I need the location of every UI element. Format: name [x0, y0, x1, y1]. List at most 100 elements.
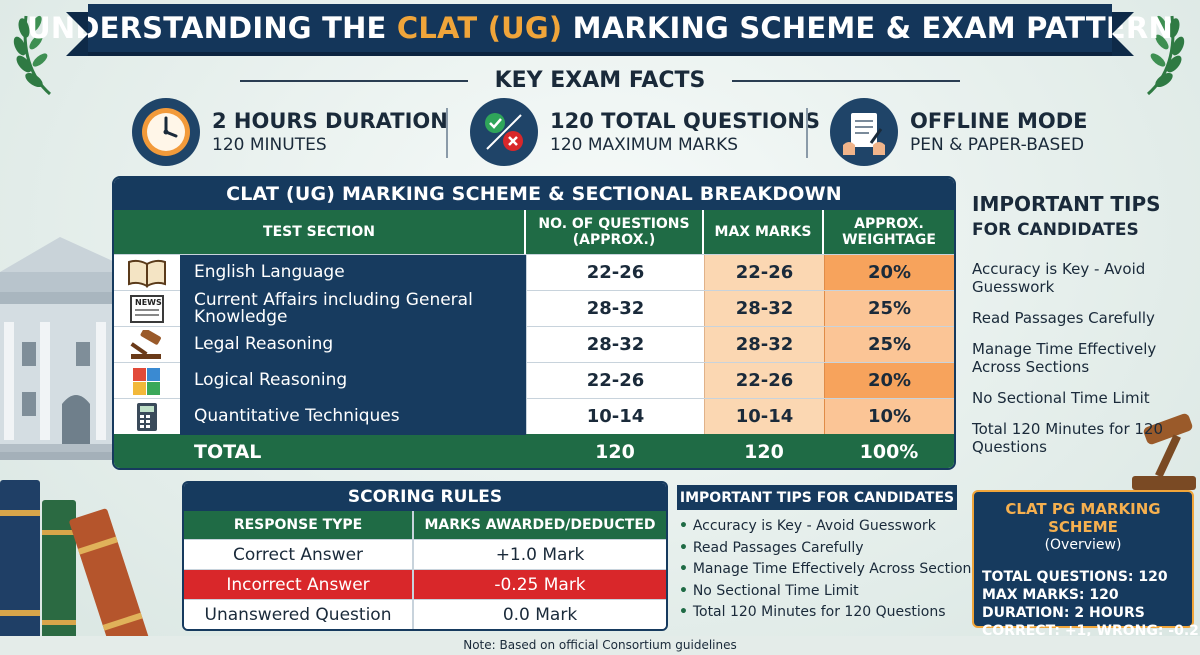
- response-type: Incorrect Answer: [184, 570, 414, 599]
- pg-marking-scheme-box: CLAT PG MARKING SCHEME (Overview) TOTAL …: [972, 490, 1200, 639]
- tip-item: Accuracy is Key - Avoid Guesswork: [972, 260, 1146, 296]
- questions-cell: 10-14: [526, 399, 704, 434]
- pg-item: MAX MARKS: 120: [982, 587, 1119, 603]
- marks-value: +1.0 Mark: [495, 544, 585, 565]
- paper-pen-icon: [830, 98, 898, 166]
- fact-mode-sub: PEN & PAPER-BASED: [910, 135, 1085, 155]
- response-type: Unanswered Question: [184, 600, 414, 629]
- header-questions: NO. OF QUESTIONS (APPROX.): [526, 210, 704, 254]
- marks-cell: 28-32: [704, 291, 824, 326]
- puzzle-icon: [114, 363, 180, 399]
- fact-mode: OFFLINE MODE PEN & PAPER-BASED: [830, 98, 1088, 166]
- tips-right-heading: IMPORTANT TIPS FOR CANDIDATES: [972, 192, 1161, 240]
- newspaper-icon: NEWS: [114, 291, 180, 327]
- section-name: Quantitative Techniques: [180, 398, 526, 435]
- tip-item: Read Passages Carefully: [972, 309, 1155, 327]
- table-row: English Language 22-26 22-26 20%: [114, 254, 954, 291]
- pg-item: TOTAL QUESTIONS: 120: [982, 569, 1168, 585]
- tip-item: Manage Time Effectively Across Sections: [679, 559, 979, 581]
- marks-cell: 10-14: [704, 399, 824, 434]
- pg-subtitle: (Overview): [1044, 537, 1122, 553]
- clock-icon: [132, 98, 200, 166]
- section-name: English Language: [180, 254, 526, 291]
- tip-item: Manage Time Effectively Across Sections: [972, 340, 1157, 376]
- questions-cell: 22-26: [526, 363, 704, 398]
- key-facts-heading: KEY EXAM FACTS: [494, 68, 706, 93]
- questions-cell: 28-32: [526, 327, 704, 362]
- fact-separator: [806, 108, 808, 158]
- weightage-cell: 20%: [824, 255, 954, 290]
- marks-cell: 22-26: [704, 255, 824, 290]
- header-response-type: RESPONSE TYPE: [184, 511, 414, 539]
- header-section: TEST SECTION: [114, 210, 526, 254]
- weightage-cell: 20%: [824, 363, 954, 398]
- marking-scheme-table: CLAT (UG) MARKING SCHEME & SECTIONAL BRE…: [112, 176, 956, 470]
- scoring-row-correct: Correct Answer +1.0 Mark: [184, 539, 666, 569]
- calculator-icon: [114, 399, 180, 435]
- pg-item: DURATION: 2 HOURS: [982, 605, 1145, 621]
- gavel-icon: [114, 327, 180, 363]
- table-total-row: TOTAL 120 120 100%: [114, 434, 954, 468]
- scoring-row-incorrect: Incorrect Answer -0.25 Mark: [184, 569, 666, 599]
- title-highlight: CLAT (UG): [396, 11, 563, 45]
- marks-value: 0.0 Mark: [502, 604, 578, 625]
- header-marks: MAX MARKS: [704, 210, 824, 254]
- section-name: Current Affairs including General Knowle…: [180, 290, 526, 327]
- total-weightage: 100%: [859, 441, 919, 463]
- table-row: NEWS Current Affairs including General K…: [114, 290, 954, 327]
- section-name: Legal Reasoning: [180, 326, 526, 363]
- pg-title: CLAT PG MARKING SCHEME: [1005, 500, 1161, 536]
- weightage-cell: 25%: [824, 291, 954, 326]
- fact-questions-main: 120 TOTAL QUESTIONS: [550, 109, 821, 133]
- tip-item: Total 120 Minutes for 120 Questions: [972, 420, 1164, 456]
- header-marks-awarded: MARKS AWARDED/DEDUCTED: [424, 517, 656, 533]
- books-icon: [0, 480, 150, 640]
- weightage-cell: 25%: [824, 327, 954, 362]
- tip-item: No Sectional Time Limit: [679, 581, 957, 603]
- weightage-cell: 10%: [824, 399, 954, 434]
- section-name: Logical Reasoning: [180, 362, 526, 399]
- fact-duration-sub: 120 MINUTES: [212, 135, 327, 155]
- tips-panel-right: IMPORTANT TIPS FOR CANDIDATES Accuracy is…: [972, 192, 1192, 469]
- tip-item: Read Passages Carefully: [679, 538, 957, 560]
- title-banner: UNDERSTANDING THE CLAT (UG) MARKING SCHE…: [27, 4, 1173, 56]
- scoring-header: RESPONSE TYPE MARKS AWARDED/DEDUCTED: [184, 511, 666, 539]
- marks-value: -0.25 Mark: [494, 574, 586, 595]
- laurel-left-icon: [13, 15, 51, 96]
- fact-questions-sub: 120 MAXIMUM MARKS: [550, 135, 739, 155]
- divider-line-right: [732, 80, 960, 82]
- total-questions: 120: [595, 441, 635, 463]
- fact-mode-main: OFFLINE MODE: [910, 109, 1088, 133]
- marks-cell: 22-26: [704, 363, 824, 398]
- tip-item: Accuracy is Key - Avoid Guesswork: [679, 516, 957, 538]
- table-row: Quantitative Techniques 10-14 10-14 10%: [114, 398, 954, 435]
- tips-panel-middle: IMPORTANT TIPS FOR CANDIDATES Accuracy i…: [677, 485, 979, 625]
- table-caption: CLAT (UG) MARKING SCHEME & SECTIONAL BRE…: [114, 178, 954, 210]
- response-type: Correct Answer: [184, 540, 414, 569]
- footer-note: Note: Based on official Consortium guide…: [0, 636, 1200, 655]
- gavel-icon: [1132, 413, 1196, 490]
- table-row: Legal Reasoning 28-32 28-32 25%: [114, 326, 954, 363]
- courthouse-icon: [0, 237, 115, 460]
- fact-separator: [446, 108, 448, 158]
- header-weightage: APPROX. WEIGHTAGE: [842, 216, 936, 248]
- svg-text:NEWS: NEWS: [135, 298, 162, 307]
- total-label: TOTAL: [194, 441, 262, 463]
- table-row: Logical Reasoning 22-26 22-26 20%: [114, 362, 954, 399]
- tip-item: No Sectional Time Limit: [972, 389, 1150, 407]
- fact-duration: 2 HOURS DURATION 120 MINUTES: [132, 98, 448, 166]
- fact-questions: 120 TOTAL QUESTIONS 120 MAXIMUM MARKS: [470, 98, 820, 166]
- check-cross-icon: [470, 98, 538, 166]
- tip-item: Total 120 Minutes for 120 Questions: [679, 602, 957, 624]
- questions-cell: 22-26: [526, 255, 704, 290]
- tips-mid-heading: IMPORTANT TIPS FOR CANDIDATES: [677, 485, 957, 510]
- questions-cell: 28-32: [526, 291, 704, 326]
- fact-duration-main: 2 HOURS DURATION: [212, 109, 448, 133]
- scoring-rules-table: SCORING RULES RESPONSE TYPE MARKS AWARDE…: [182, 481, 668, 631]
- scoring-caption: SCORING RULES: [184, 483, 666, 511]
- book-icon: [114, 255, 180, 291]
- page-title: UNDERSTANDING THE CLAT (UG) MARKING SCHE…: [27, 11, 1173, 45]
- marks-cell: 28-32: [704, 327, 824, 362]
- divider-line-left: [240, 80, 468, 82]
- scoring-row-unanswered: Unanswered Question 0.0 Mark: [184, 599, 666, 629]
